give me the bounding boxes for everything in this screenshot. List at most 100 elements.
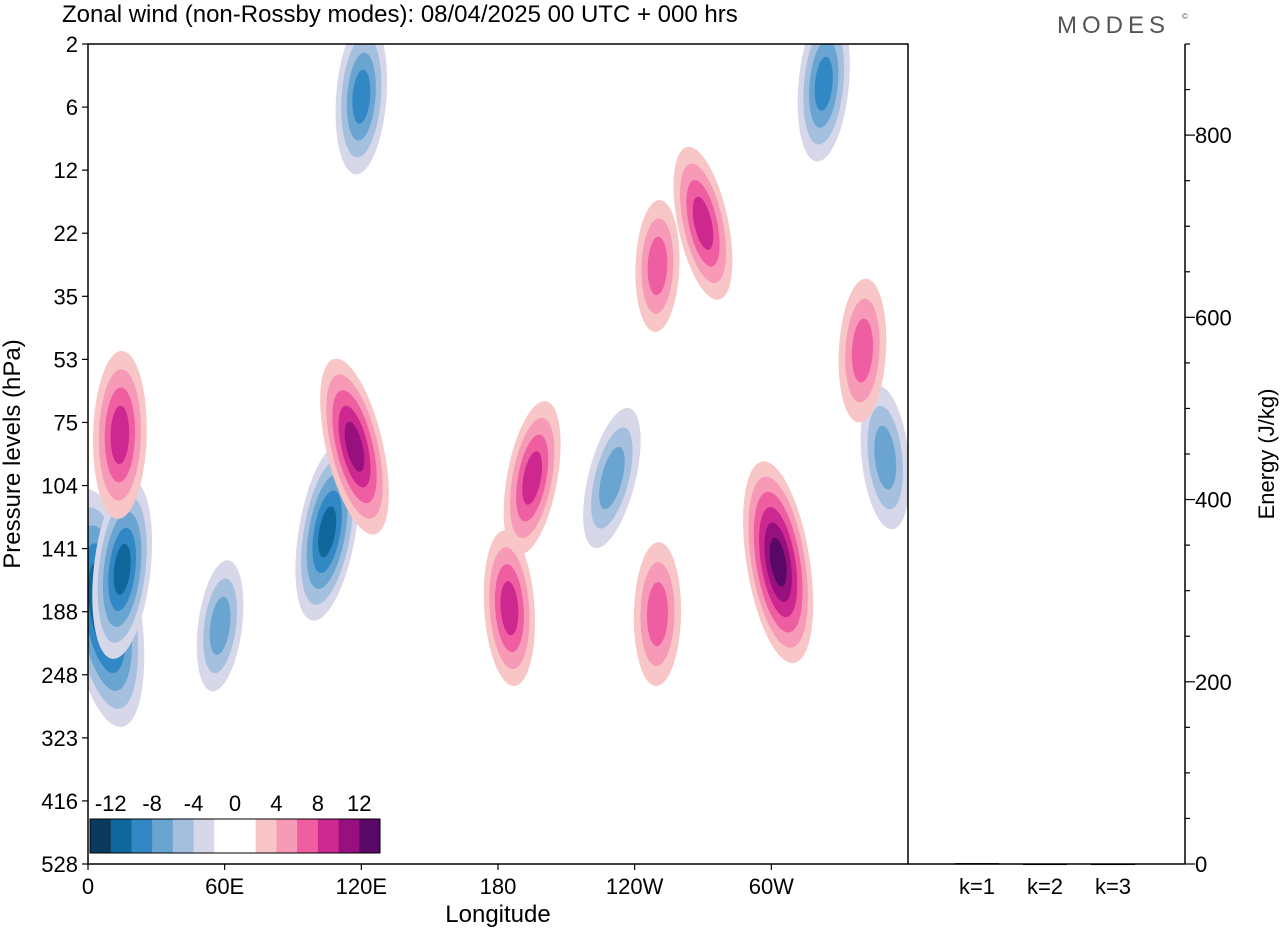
- contour-level: [522, 451, 543, 505]
- colorbar-label: 8: [312, 791, 324, 816]
- energy-tick-label: 0: [1195, 852, 1207, 877]
- y-tick-label: 12: [54, 158, 78, 183]
- contour-level: [110, 405, 130, 465]
- wavenumber-label: k=3: [1095, 874, 1131, 899]
- colorbar-swatch: [255, 819, 277, 853]
- chart-title: Zonal wind (non-Rossby modes): 08/04/202…: [62, 1, 738, 28]
- x-tick-label: 180: [480, 874, 517, 899]
- energy-panel: 0 200 400 600 800 k=1 k=2 k=3 Energy (J/kg): [908, 43, 1279, 899]
- colorbar-swatch: [297, 819, 319, 853]
- y-tick-label: 188: [41, 600, 78, 625]
- colorbar-swatch: [214, 819, 236, 853]
- y-tick-label: 35: [54, 284, 78, 309]
- y-tick-label: 323: [41, 726, 78, 751]
- y-tick-label: 22: [54, 221, 78, 246]
- energy-tick-label: 400: [1195, 488, 1232, 513]
- energy-bar: [955, 863, 999, 865]
- y-tick-label: 528: [41, 852, 78, 877]
- energy-bar: [1023, 863, 1067, 866]
- contour-level: [874, 425, 897, 490]
- westerly-anomaly: [635, 200, 680, 332]
- colorbar-label: 0: [229, 791, 241, 816]
- colorbar-frame: [89, 818, 381, 854]
- y-tick-label: 75: [54, 410, 78, 435]
- longitude-axis: 0 60E 120E 180 120W 60W: [82, 864, 794, 899]
- westerly-anomaly: [320, 358, 389, 535]
- easterly-anomaly: [92, 479, 153, 659]
- contour-level: [851, 318, 874, 383]
- colorbar-swatch: [317, 819, 340, 853]
- y-tick-label: 6: [66, 95, 78, 120]
- energy-axis: 0 200 400 600 800: [1185, 43, 1232, 877]
- easterly-anomaly: [335, 44, 388, 175]
- colorbar-swatch: [276, 819, 298, 853]
- contour-level: [692, 196, 714, 250]
- contour-level: [646, 582, 668, 647]
- x-tick-label: 60W: [749, 874, 794, 899]
- energy-tick-label: 600: [1195, 305, 1232, 330]
- wavenumber-labels: k=1 k=2 k=3: [959, 874, 1131, 899]
- energy-bar: [1091, 863, 1135, 866]
- easterly-anomaly: [196, 560, 244, 692]
- contour-level: [814, 56, 833, 111]
- colorbar-swatch: [131, 819, 153, 853]
- energy-axis-label: Energy (J/kg): [1254, 389, 1279, 520]
- contour-level: [344, 421, 365, 472]
- westerly-anomaly: [633, 542, 682, 687]
- colorbar-swatch: [152, 819, 174, 853]
- x-tick-label: 120E: [336, 874, 387, 899]
- westerly-anomaly: [503, 401, 561, 555]
- colorbar-swatch: [110, 819, 132, 853]
- modes-logo: MODES ©: [1057, 12, 1193, 39]
- y-tick-label: 2: [66, 32, 78, 57]
- y-tick-label: 141: [41, 537, 78, 562]
- y-tick-label: 416: [41, 789, 78, 814]
- westerly-anomaly: [483, 530, 536, 687]
- x-tick-label: 120W: [606, 874, 664, 899]
- colorbar-label: -8: [142, 791, 162, 816]
- pressure-axis: 2 6 12 22 35 53 75 104 141 188 248 323 416 528: [41, 32, 88, 877]
- y-axis-label: Pressure levels (hPa): [0, 339, 26, 568]
- easterly-anomaly: [797, 44, 850, 162]
- heatmap-panel: -12 -8 -4 0 4 8 12 2 6 12 22 35 53 75 104 141 188 248 323…: [0, 32, 909, 928]
- y-tick-label: 104: [41, 474, 78, 499]
- contour-level: [647, 236, 668, 296]
- energy-tick-label: 200: [1195, 670, 1232, 695]
- modes-logo-mark: ©: [1182, 12, 1193, 21]
- contour-level: [318, 506, 337, 558]
- colorbar-label: -12: [95, 791, 127, 816]
- x-axis-label: Longitude: [445, 901, 550, 928]
- westerly-anomaly: [93, 350, 147, 519]
- colorbar-swatch: [338, 819, 360, 853]
- contour-level: [769, 537, 787, 587]
- contour-level: [113, 543, 131, 595]
- energy-tick-label: 800: [1195, 123, 1232, 148]
- y-tick-label: 248: [41, 663, 78, 688]
- colorbar-swatch: [90, 819, 112, 853]
- colorbar-swatch: [359, 819, 381, 853]
- colorbar-swatch: [235, 819, 257, 853]
- westerly-anomaly: [743, 461, 814, 664]
- wind-contours: [88, 44, 908, 727]
- easterly-anomaly: [583, 407, 641, 549]
- heatmap-background: [88, 44, 908, 864]
- contour-level: [352, 69, 371, 124]
- y-tick-label: 53: [54, 347, 78, 372]
- colorbar-label: -4: [184, 791, 204, 816]
- wavenumber-label: k=2: [1027, 874, 1063, 899]
- energy-bars: [955, 863, 1135, 866]
- easterly-anomaly: [860, 385, 908, 530]
- contour-level: [500, 581, 519, 636]
- x-tick-label: 60E: [205, 874, 244, 899]
- x-tick-label: 0: [82, 874, 94, 899]
- wavenumber-label: k=1: [959, 874, 995, 899]
- colorbar-legend: -12 -8 -4 0 4 8 12: [89, 791, 381, 854]
- modes-logo-text: MODES: [1057, 12, 1170, 39]
- contour-level: [209, 596, 231, 655]
- colorbar-swatch: [172, 819, 195, 853]
- colorbar-label: 4: [270, 791, 282, 816]
- westerly-anomaly: [673, 146, 733, 300]
- contour-level: [599, 446, 625, 510]
- colorbar-swatch: [193, 819, 215, 853]
